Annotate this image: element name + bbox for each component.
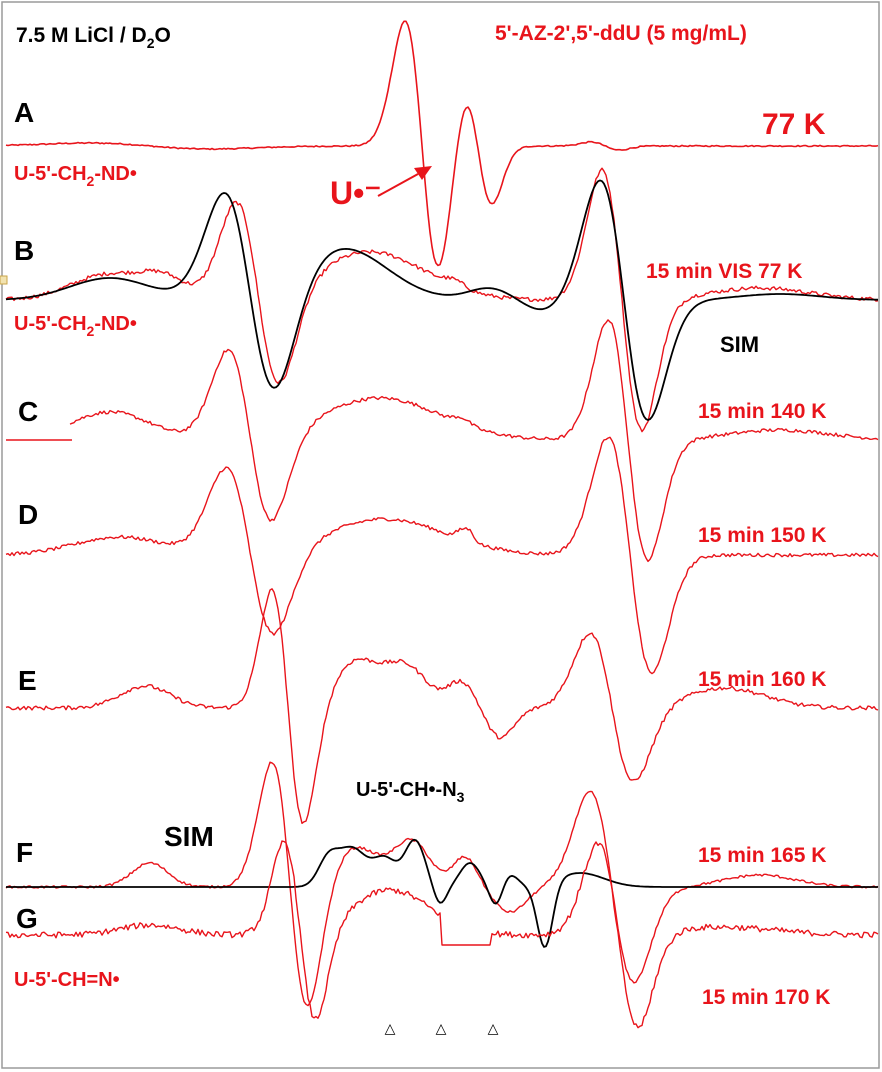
sample-conditions: 7.5 M LiCl / D2O [16, 24, 171, 51]
spectrum-line-e [5, 588, 879, 824]
sim-label-f: SIM [164, 821, 214, 852]
condition-label-a: 77 K [762, 108, 826, 141]
spectrum-line-f [5, 761, 879, 1007]
spectrum-line-b [5, 167, 879, 433]
frame-handle [0, 275, 8, 285]
u-anion-arrowhead [414, 166, 432, 180]
condition-label-b: 15 min VIS 77 K [646, 260, 802, 283]
sim-label-b: SIM [720, 332, 759, 357]
condition-label-e: 15 min 160 K [698, 668, 826, 691]
spectrum-line-d [5, 436, 879, 675]
spectrum-letter-e: E [18, 665, 37, 696]
spectrum-letter-a: A [14, 97, 34, 128]
radical-label-d: U-5'-CH=N• [14, 969, 120, 991]
simulation-line-b [5, 179, 878, 421]
u-anion-label: U•⁻ [330, 175, 381, 211]
simulation-line-f [6, 838, 878, 948]
radical-label-c: U-5'-CH•-N3 [356, 779, 465, 805]
spectrum-letter-f: F [16, 837, 33, 868]
field-markers: △ △ △ [385, 1020, 499, 1036]
spectrum-line-c [69, 319, 879, 563]
field-marker-1: △ [385, 1020, 396, 1036]
radical-label-a: U-5'-CH2-ND• [14, 163, 137, 189]
spectrum-line-a [5, 20, 879, 267]
condition-label-d: 15 min 150 K [698, 524, 826, 547]
spectrum-letter-g: G [16, 903, 38, 934]
field-marker-3: △ [488, 1020, 499, 1036]
condition-label-g: 15 min 170 K [702, 986, 830, 1009]
spectrum-line-g [5, 840, 879, 1029]
condition-label-c: 15 min 140 K [698, 400, 826, 423]
condition-label-f: 15 min 165 K [698, 844, 826, 867]
spectrum-traces [5, 20, 879, 1029]
spectrum-letter-b: B [14, 235, 34, 266]
spectrum-letter-c: C [18, 396, 38, 427]
radical-label-b: U-5'-CH2-ND• [14, 313, 137, 339]
spectrum-letter-d: D [18, 499, 38, 530]
field-marker-2: △ [436, 1020, 447, 1036]
u-anion-arrow-line [377, 173, 419, 197]
compound-title: 5'-AZ-2',5'-ddU (5 mg/mL) [495, 22, 747, 45]
